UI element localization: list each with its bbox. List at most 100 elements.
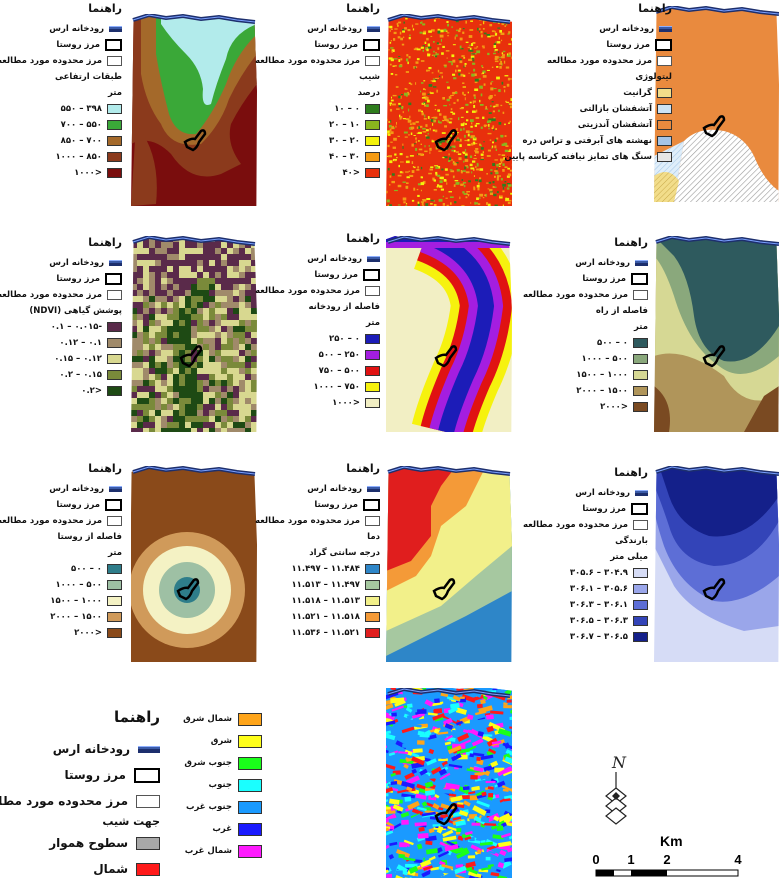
legend-class-row: ۱۱.۴۹۷ – ۱۱.۵۱۳ — [258, 577, 380, 593]
legend-class-row: <۰.۲ — [0, 383, 122, 399]
class-label: ۳۹۸ – ۵۵۰ — [61, 104, 102, 114]
class-swatch — [107, 152, 122, 162]
legend-class-row: <۱۰۰۰ — [258, 395, 380, 411]
river-swatch — [367, 486, 380, 492]
class-swatch — [107, 596, 122, 606]
village-swatch — [105, 39, 122, 51]
legend-title: راهنما — [0, 2, 122, 15]
river-swatch — [659, 26, 672, 32]
class-label: ۵۵۰ – ۷۰۰ — [61, 120, 102, 130]
elevation-legend: راهنما رودخانه ارس مرز روستا مرز محدوده … — [0, 2, 122, 181]
legend-class-row: ۸۵۰ – ۱۰۰۰ — [0, 149, 122, 165]
class-label: ۱۰۰۰ – ۱۵۰۰ — [50, 596, 102, 606]
legend-title: راهنما — [516, 466, 648, 479]
river-label: رودخانه ارس — [49, 258, 104, 268]
class-label: ۳۰۶.۳ – ۳۰۶.۵ — [570, 616, 628, 626]
class-label: ۵۰۰ – ۱۰۰۰ — [55, 580, 102, 590]
class-label: ۰ – ۲۵۰ — [329, 334, 360, 344]
class-swatch — [107, 370, 122, 380]
village-swatch — [655, 39, 672, 51]
class-label: ۵۰۰ – ۱۰۰۰ — [581, 354, 628, 364]
class-label: ۷۰۰ – ۸۵۰ — [61, 136, 102, 146]
class-label: ۰ – ۱۰ — [334, 104, 360, 114]
class-swatch — [365, 366, 380, 376]
class-label: ۰ – ۵۰۰ — [597, 338, 628, 348]
village-swatch — [363, 269, 380, 281]
class-label: ۱۰ – ۲۰ — [329, 120, 360, 130]
class-label: ۳۰۶.۱ – ۳۰۶.۳ — [570, 600, 628, 610]
legend-class-row: شمال غرب — [172, 840, 262, 862]
river-label: رودخانه ارس — [53, 742, 130, 756]
class-label: ۰.۱۲ – ۰.۱۵ — [54, 354, 102, 364]
class-swatch — [365, 398, 380, 408]
class-swatch — [633, 616, 648, 626]
class-swatch — [657, 104, 672, 114]
class-swatch — [657, 136, 672, 146]
village-swatch — [363, 39, 380, 51]
legend-unit: متر — [516, 319, 648, 335]
river-label: رودخانه ارس — [49, 24, 104, 34]
legend-title: راهنما — [0, 236, 122, 249]
class-swatch — [633, 402, 648, 412]
legend-class-row: ۰ – ۵۰۰ — [0, 561, 122, 577]
legend-class-row: آتشفشان آندزیتی — [516, 117, 672, 133]
legend-title: راهنما — [516, 2, 672, 15]
village-label: مرز روستا — [56, 500, 100, 510]
class-label: ۷۵۰ – ۱۰۰۰ — [313, 382, 360, 392]
north-arrow: N — [596, 752, 636, 832]
study-label: مرز محدوده مورد مطالعه — [255, 516, 360, 526]
village-label: مرز روستا — [56, 40, 100, 50]
scale-tick-1: 1 — [627, 852, 634, 867]
village-label: مرز روستا — [582, 274, 626, 284]
legend-class-row: ۰.۱۲ – ۰.۱۵ — [0, 351, 122, 367]
village-distance-legend: راهنما رودخانه ارس مرز روستا مرز محدوده … — [0, 462, 122, 641]
class-swatch — [365, 168, 380, 178]
legend-heading: جهت شیب — [10, 814, 160, 830]
legend-class-row: ۵۰۰ – ۱۰۰۰ — [0, 577, 122, 593]
study-swatch — [136, 795, 160, 808]
class-label: ۰.۱۵ – ۰.۲ — [59, 370, 102, 380]
class-swatch — [365, 350, 380, 360]
river-label: رودخانه ارس — [307, 254, 362, 264]
scale-unit: Km — [660, 834, 683, 849]
legend-title: راهنما — [258, 462, 380, 475]
class-swatch — [107, 120, 122, 130]
legend-class-row: ۵۰۰ – ۱۰۰۰ — [516, 351, 648, 367]
class-label: جنوب غرب — [186, 802, 232, 812]
legend-class-row: شمال — [10, 856, 160, 882]
class-label: ۱۱.۴۹۷ – ۱۱.۵۱۳ — [291, 580, 360, 590]
legend-heading: فاصله از روستا — [0, 529, 122, 545]
class-label: ۱۵۰۰ – ۲۰۰۰ — [576, 386, 628, 396]
legend-class-row: ۱۰۰۰ – ۱۵۰۰ — [516, 367, 648, 383]
class-swatch — [107, 564, 122, 574]
village-label: مرز روستا — [314, 500, 358, 510]
class-label: ۸۵۰ – ۱۰۰۰ — [55, 152, 102, 162]
legend-class-row: -۰.۰۱۵ – ۰.۱ — [0, 319, 122, 335]
village-swatch — [105, 273, 122, 285]
village-swatch — [631, 273, 648, 285]
class-swatch — [633, 632, 648, 642]
village-swatch — [363, 499, 380, 511]
village-label: مرز روستا — [56, 274, 100, 284]
study-label: مرز محدوده مورد مطالعه — [255, 56, 360, 66]
legend-class-row: شرق — [172, 730, 262, 752]
class-swatch — [365, 120, 380, 130]
elevation-map — [131, 14, 257, 206]
class-swatch — [633, 338, 648, 348]
class-label: ۱۱.۵۲۱ – ۱۱.۵۳۶ — [291, 628, 360, 638]
class-swatch — [107, 386, 122, 396]
legend-class-row: ۲۰ – ۳۰ — [258, 133, 380, 149]
legend-title: راهنما — [10, 708, 160, 726]
class-label: آتشفشان آندزیتی — [578, 120, 652, 130]
class-swatch — [136, 837, 160, 850]
road-distance-map — [654, 236, 779, 432]
legend-unit: متر — [0, 545, 122, 561]
class-label: جنوب — [209, 780, 232, 790]
legend-class-row: ۲۵۰ – ۵۰۰ — [258, 347, 380, 363]
class-swatch — [107, 612, 122, 622]
study-label: مرز محدوده مورد مطالعه — [547, 56, 652, 66]
class-swatch — [365, 596, 380, 606]
class-swatch — [238, 735, 262, 748]
class-label: <۰.۲ — [81, 386, 102, 396]
class-swatch — [365, 152, 380, 162]
